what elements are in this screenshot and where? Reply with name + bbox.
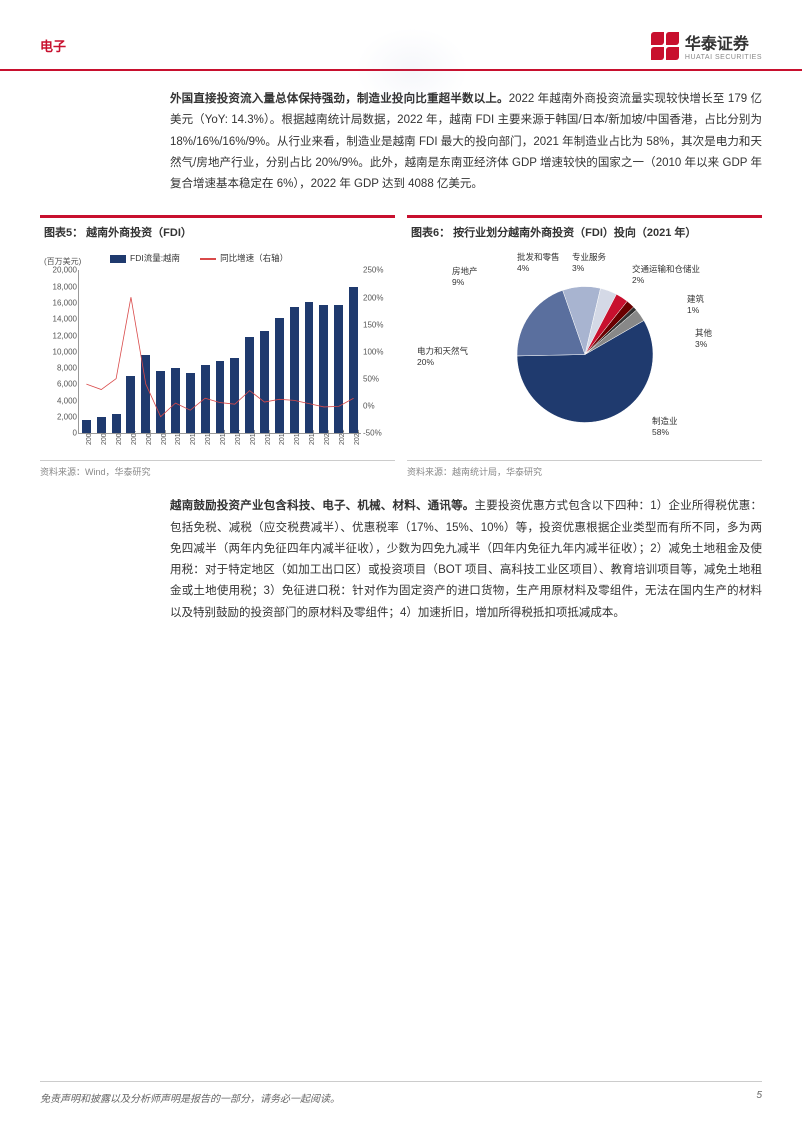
chart5-box: 图表5： 越南外商投资（FDI） (百万美元) FDI流量:越南 同比增速（右轴…: [40, 215, 395, 478]
page-footer: 免责声明和披露以及分析师声明是报告的一部分，请务必一起阅读。 5: [40, 1081, 762, 1105]
chart5-yright-tick: 250%: [361, 266, 383, 275]
chart5-yleft-tick: 4,000: [57, 396, 79, 405]
para2-bold: 越南鼓励投资产业包含科技、电子、机械、材料、通讯等。: [170, 500, 475, 512]
chart5-yleft-tick: 18,000: [53, 282, 79, 291]
pie-label: 批发和零售4%: [517, 252, 560, 272]
chart6-title: 图表6： 按行业划分越南外商投资（FDI）投向（2021 年）: [407, 218, 762, 246]
pie-label: 房地产9%: [452, 266, 478, 286]
chart5-yright-tick: -50%: [361, 429, 382, 438]
chart5-yleft-tick: 10,000: [53, 347, 79, 356]
chart5-legend: FDI流量:越南 同比增速（右轴）: [110, 252, 288, 264]
footer-disclaimer: 免责声明和披露以及分析师声明是报告的一部分，请务必一起阅读。: [40, 1090, 340, 1105]
pie-label: 其他3%: [695, 328, 712, 348]
chart5-source: 资料来源：Wind，华泰研究: [40, 460, 395, 478]
chart5-yleft-tick: 16,000: [53, 298, 79, 307]
chart6-box: 图表6： 按行业划分越南外商投资（FDI）投向（2021 年） 制造业58% 电力…: [407, 215, 762, 478]
chart5-yleft-tick: 6,000: [57, 380, 79, 389]
footer-page-number: 5: [756, 1090, 762, 1105]
watermark-globe: [302, 10, 522, 130]
chart6-pie: [510, 279, 660, 432]
chart6-source: 资料来源：越南统计局，华泰研究: [407, 460, 762, 478]
pie-label: 交通运输和仓储业2%: [632, 264, 700, 284]
chart-row: 图表5： 越南外商投资（FDI） (百万美元) FDI流量:越南 同比增速（右轴…: [40, 215, 762, 478]
chart6-body: 制造业58% 电力和天然气20% 房地产9% 批发和零售4% 专业服务3% 交通运输和仓储…: [407, 246, 762, 456]
logo-text-en: HUATAI SECURITIES: [685, 54, 762, 61]
company-logo: 华泰证券 HUATAI SECURITIES: [651, 30, 762, 61]
pie-label: 电力和天然气20%: [417, 346, 468, 366]
chart5-legend-line: 同比增速（右轴）: [220, 253, 288, 263]
para2-rest: 主要投资优惠方式包含以下四种：1）企业所得税优惠：包括免税、减税（应交税费减半）…: [170, 500, 762, 618]
pie-label: 制造业58%: [652, 416, 678, 436]
chart5-yright-tick: 0%: [361, 402, 375, 411]
chart5-yleft-tick: 20,000: [53, 266, 79, 275]
chart5-body: (百万美元) FDI流量:越南 同比增速（右轴） 02,0004,0006,00…: [40, 246, 395, 456]
logo-text-cn: 华泰证券: [685, 30, 762, 54]
chart5-legend-bar: FDI流量:越南: [130, 253, 180, 263]
chart5-yleft-tick: 2,000: [57, 413, 79, 422]
chart5-yright-tick: 150%: [361, 320, 383, 329]
pie-svg: [510, 279, 660, 429]
chart5-yleft-tick: 14,000: [53, 315, 79, 324]
pie-label: 专业服务3%: [572, 252, 606, 272]
logo-icon: [651, 32, 679, 60]
chart5-yright-tick: 50%: [361, 375, 379, 384]
chart5-title: 图表5： 越南外商投资（FDI）: [40, 218, 395, 246]
chart5-plot-area: 02,0004,0006,0008,00010,00012,00014,0001…: [78, 270, 361, 434]
chart5-yleft-tick: 12,000: [53, 331, 79, 340]
chart5-yright-tick: 100%: [361, 347, 383, 356]
chart5-yright-tick: 200%: [361, 293, 383, 302]
main-content: 外国直接投资流入量总体保持强劲，制造业投向比重超半数以上。2022 年越南外商投…: [0, 71, 802, 624]
pie-label: 建筑1%: [687, 294, 704, 314]
paragraph-incentives: 越南鼓励投资产业包含科技、电子、机械、材料、通讯等。主要投资优惠方式包含以下四种…: [170, 496, 762, 624]
section-label: 电子: [40, 36, 66, 55]
chart5-line-svg: [79, 270, 361, 433]
chart5-yleft-tick: 8,000: [57, 364, 79, 373]
